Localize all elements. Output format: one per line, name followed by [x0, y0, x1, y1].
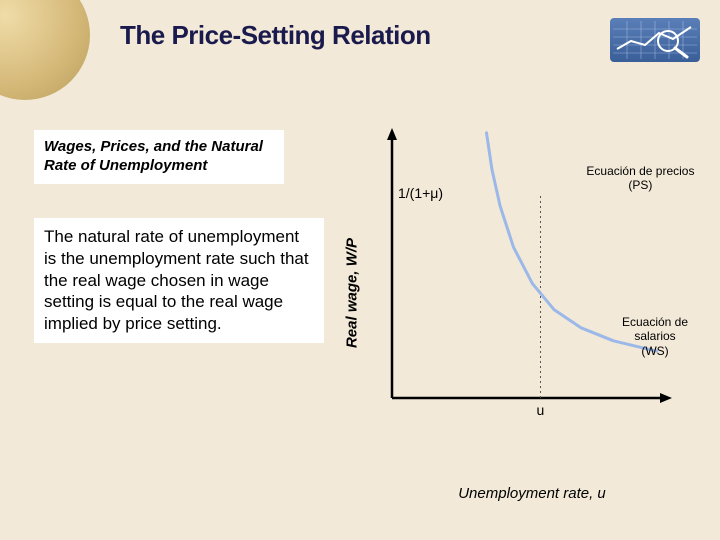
ps-curve-label: Ecuación de precios (PS) — [586, 164, 694, 193]
chart-container: Real wage, W/P Unemployment rate, u 1/(1… — [362, 128, 702, 458]
x-tick-label: u — [537, 402, 545, 418]
ws-label-line2: (WS) — [641, 344, 668, 358]
body-text: The natural rate of unemployment is the … — [34, 218, 324, 343]
header-icon — [610, 18, 700, 62]
ps-label-line2: (PS) — [628, 178, 652, 192]
content-area: Wages, Prices, and the Natural Rate of U… — [0, 110, 720, 530]
slide-header: The Price-Setting Relation — [0, 0, 720, 70]
ws-label-line1: Ecuación de salarios — [622, 315, 688, 343]
slide-title: The Price-Setting Relation — [120, 20, 431, 51]
decorative-circle — [0, 0, 90, 100]
y-tick-label: 1/(1+μ) — [398, 185, 443, 201]
ws-curve-label: Ecuación de salarios (WS) — [608, 315, 702, 358]
x-axis-label: Unemployment rate, u — [458, 485, 606, 502]
figure-caption: Wages, Prices, and the Natural Rate of U… — [34, 130, 284, 184]
ps-label-line1: Ecuación de precios — [586, 164, 694, 178]
y-axis-label: Real wage, W/P — [344, 238, 361, 348]
